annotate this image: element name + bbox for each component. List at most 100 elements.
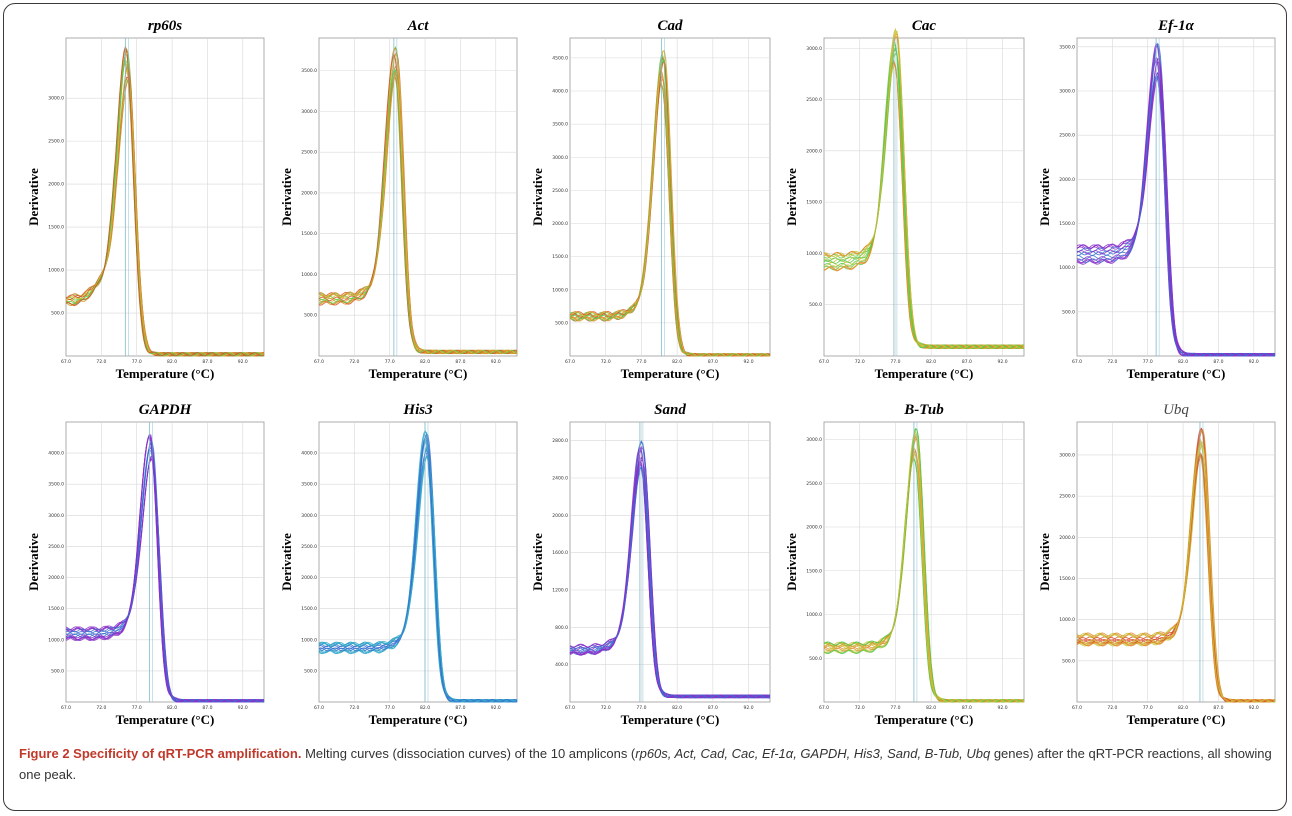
melt-curve: [65, 441, 265, 703]
x-tick-label: 87.0: [1213, 705, 1223, 711]
x-tick-label: 72.0: [855, 705, 865, 711]
curve-group: [318, 429, 518, 703]
chart-title: Ef-1α: [1157, 18, 1194, 34]
y-tick-label: 500.0: [555, 320, 568, 326]
grid: [824, 422, 1024, 702]
curve-group: [1076, 427, 1276, 703]
x-axis-label: Temperature (°C): [875, 366, 974, 381]
melt-curve: [569, 54, 770, 357]
y-tick-label: 500.0: [809, 656, 822, 662]
x-tick-label: 87.0: [708, 705, 718, 711]
x-tick-label: 87.0: [962, 359, 972, 365]
chart-title: Act: [407, 18, 430, 34]
y-tick-label: 1500.0: [301, 606, 317, 612]
x-tick-label: 67.0: [314, 705, 324, 711]
y-tick-label: 4500.0: [552, 55, 568, 61]
y-tick-label: 1500.0: [301, 231, 317, 237]
curve-group: [569, 440, 771, 699]
x-tick-label: 77.0: [636, 359, 646, 365]
y-tick-label: 2000.0: [552, 221, 568, 227]
y-axis-label: Derivative: [784, 533, 799, 591]
chart-panel-his3: 67.0 72.0 77.0 82.0 87.0 92.0 500.0 1000.0 1500.…: [275, 398, 523, 740]
melting-curve-chart: 67.0 72.0 77.0 82.0 87.0 92.0 500.0 1000.0 1500.…: [1037, 18, 1276, 381]
melt-curve: [823, 30, 1025, 350]
x-tick-label: 87.0: [455, 705, 465, 711]
x-tick-label: 92.0: [238, 705, 248, 711]
y-tick-label: 1500.0: [1059, 221, 1075, 227]
x-tick-label: 82.0: [1178, 705, 1188, 711]
y-axis-label: Derivative: [1037, 533, 1052, 591]
chart-panel-ef-1-: 67.0 72.0 77.0 82.0 87.0 92.0 500.0 1000.0 1500.…: [1033, 14, 1281, 394]
x-tick-label: 82.0: [420, 705, 430, 711]
y-tick-label: 2000.0: [301, 575, 317, 581]
melt-curve: [823, 47, 1025, 350]
y-tick-label: 3500.0: [301, 68, 317, 74]
figure-caption: Figure 2 Specificity of qRT-PCR amplific…: [19, 743, 1274, 785]
x-axis-label: Temperature (°C): [875, 712, 974, 727]
x-tick-label: 82.0: [926, 705, 936, 711]
y-tick-label: 1200.0: [552, 588, 568, 594]
y-tick-label: 500.0: [51, 311, 64, 317]
y-tick-label: 500.0: [51, 668, 64, 674]
chart-title: rp60s: [148, 18, 182, 34]
chart-panel-b-tub: 67.0 72.0 77.0 82.0 87.0 92.0 500.0 1000.0 1500.…: [780, 398, 1030, 740]
melt-curve: [65, 433, 264, 703]
x-axis-label: Temperature (°C): [116, 366, 215, 381]
y-tick-label: 2000.0: [1059, 177, 1075, 183]
melt-curve: [569, 68, 770, 357]
y-axis-label: Derivative: [26, 168, 41, 226]
y-tick-label: 2000.0: [301, 190, 317, 196]
x-tick-label: 82.0: [1178, 359, 1188, 365]
melt-curve: [569, 459, 771, 699]
melting-curve-chart: 67.0 72.0 77.0 82.0 87.0 92.0 400.0 800.0 1200.0…: [530, 402, 771, 727]
curve-group: [823, 427, 1025, 703]
x-tick-label: 72.0: [349, 359, 359, 365]
melt-curve: [1076, 58, 1276, 357]
y-tick-label: 1000.0: [48, 268, 64, 274]
y-tick-label: 2500.0: [301, 150, 317, 156]
melt-curve: [823, 428, 1024, 703]
grid: [66, 38, 264, 356]
x-tick-label: 87.0: [708, 359, 718, 365]
x-tick-label: 77.0: [1143, 359, 1153, 365]
x-tick-label: 77.0: [132, 705, 142, 711]
caption-tail: genes) after the qRT-PCR reactions, all …: [19, 746, 1272, 782]
melt-curve: [1076, 75, 1276, 357]
x-tick-label: 82.0: [167, 705, 177, 711]
y-tick-label: 2000.0: [806, 525, 822, 531]
x-tick-label: 72.0: [601, 705, 611, 711]
x-tick-label: 82.0: [420, 359, 430, 365]
melt-curve: [823, 430, 1025, 703]
curve-group: [1076, 42, 1276, 357]
melt-curve: [318, 436, 518, 703]
y-tick-label: 3000.0: [552, 155, 568, 161]
chart-title: Cad: [657, 18, 683, 34]
y-tick-label: 1500.0: [1059, 576, 1075, 582]
y-axis-label: Derivative: [26, 533, 41, 591]
y-axis-label: Derivative: [530, 168, 545, 226]
x-tick-label: 72.0: [1107, 705, 1117, 711]
y-tick-label: 4000.0: [48, 451, 64, 457]
melt-curve: [318, 449, 517, 703]
x-tick-label: 77.0: [636, 705, 646, 711]
y-tick-label: 2500.0: [806, 481, 822, 487]
x-tick-label: 87.0: [455, 359, 465, 365]
grid: [1077, 422, 1275, 702]
melt-curve: [1076, 443, 1276, 703]
x-tick-label: 82.0: [672, 359, 682, 365]
x-tick-label: 87.0: [202, 705, 212, 711]
x-tick-label: 92.0: [998, 705, 1008, 711]
y-tick-label: 1500.0: [806, 200, 822, 206]
y-tick-label: 2000.0: [1059, 535, 1075, 541]
y-tick-label: 2500.0: [1059, 494, 1075, 500]
melting-curve-chart: 67.0 72.0 77.0 82.0 87.0 92.0 500.0 1000.0 1500.…: [784, 18, 1025, 381]
x-tick-label: 67.0: [565, 359, 575, 365]
curve-group: [65, 433, 265, 703]
x-tick-label: 67.0: [1072, 705, 1082, 711]
grid: [1077, 38, 1275, 356]
y-tick-label: 3000.0: [1059, 89, 1075, 95]
melt-curve: [318, 75, 518, 355]
plot-area: [823, 37, 1025, 357]
x-tick-label: 72.0: [349, 705, 359, 711]
x-tick-label: 92.0: [238, 359, 248, 365]
